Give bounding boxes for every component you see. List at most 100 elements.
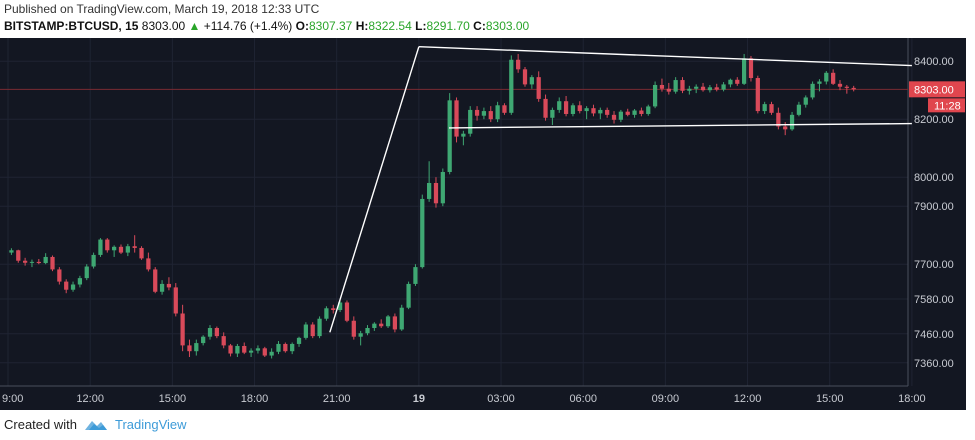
candle-body [228,345,233,354]
candle-body [399,307,404,330]
x-tick-label: 06:00 [569,393,597,405]
candle-body [64,281,69,290]
candle-body [529,77,534,85]
x-tick-label: 18:00 [241,393,269,405]
candle-body [687,88,692,91]
candle-body [43,256,48,264]
candle-body [331,308,336,311]
candle-body [132,246,137,248]
trendline [329,46,420,333]
x-tick-label: 15:00 [816,393,844,405]
candle-body [474,109,480,116]
y-tick-label: 7360.00 [914,358,954,370]
countdown-tag [928,98,965,113]
candle-body [180,313,185,346]
candle-body [262,348,267,356]
low-value: 8291.70 [426,19,470,33]
y-tick-label: 8200.00 [914,114,954,126]
open-label: O: [295,19,309,33]
candle-body [392,316,398,330]
candle-body [796,104,802,115]
x-tick-label: 18:00 [898,393,926,405]
candle-body [714,87,719,90]
candle-body [427,183,432,199]
candle-body [433,183,439,204]
candle-body [700,86,706,91]
candle-body [118,246,124,253]
x-tick-label: 15:00 [159,393,187,405]
candle-body [57,269,62,282]
candle-body [639,110,644,114]
candle-body [159,283,165,292]
chart-background [0,38,966,410]
candle-body [344,302,350,321]
candle-body [563,101,569,114]
symbol-name[interactable]: BITSTAMP:BTCUSD, 15 [4,19,139,33]
close-value: 8303.00 [485,19,530,33]
candle-body [481,111,487,116]
candle-body [296,337,302,344]
candle-body [762,104,767,112]
candle-body [406,283,411,308]
candle-body [495,105,500,120]
candle-body [139,247,144,259]
candle-body [694,86,699,89]
candle-body [420,198,425,268]
symbol-info-bar: BITSTAMP:BTCUSD, 15 8303.00 ▲ +114.76 (+… [4,19,529,33]
candle-body [221,336,226,346]
candle-body [166,283,172,288]
countdown-label: 11:28 [934,100,961,112]
candle-body [755,78,760,112]
close-label: C: [473,19,486,33]
y-tick-label: 7460.00 [914,329,954,341]
candle-body [543,98,548,118]
y-tick-label: 7900.00 [914,201,954,213]
candle-body [810,83,815,98]
chart-panel[interactable]: 7360.00 7460.00 7580.00 7700.00 7900.00 8000.… [0,38,966,410]
x-tick-label: 12:00 [734,393,762,405]
x-tick-label: 9:00 [2,393,23,405]
candle-body [831,72,836,84]
candle-body [509,59,514,113]
candle-body [625,111,630,115]
candle-body [516,59,521,70]
candle-body [742,58,747,84]
candle-body [105,239,110,251]
tradingview-logo-icon [84,420,107,430]
trendline [448,122,912,129]
candle-body [413,267,418,284]
candle-body [659,84,665,89]
candle-body [269,351,274,356]
up-arrow-icon: ▲ [188,19,201,33]
candle-body [591,108,596,114]
candle-body [817,81,822,84]
created-with-text: Created with [4,417,77,432]
tradingview-brand: TradingView [114,417,187,432]
candle-body [728,79,733,85]
candle-body [255,348,261,351]
candle-body [837,83,843,87]
candle-body [577,105,582,112]
candle-body [248,350,254,353]
y-tick-label: 8000.00 [914,172,954,184]
published-note: Published on TradingView.com, March 19, … [4,2,320,16]
candle-body [680,80,685,91]
x-tick-label: 09:00 [652,393,680,405]
price-tag-label: 8303.00 [914,84,954,96]
price-chart[interactable]: 7360.00 7460.00 7580.00 7700.00 7900.00 8000.… [0,38,966,410]
candle-body [557,101,562,110]
y-tick-label: 7700.00 [914,259,954,271]
tradingview-link[interactable]: TradingView [83,417,187,432]
candle-body [290,343,295,352]
x-tick-label: 19 [413,393,425,405]
candle-body [29,261,35,263]
candle-body [112,246,117,251]
candle-body [365,328,370,334]
candle-body [673,80,678,92]
candle-body [721,84,726,90]
candle-body [666,88,671,92]
price-change: +114.76 (+1.4%) [203,19,293,33]
candle-body [310,324,315,337]
candle-body [605,109,610,115]
candle-body [84,266,89,279]
